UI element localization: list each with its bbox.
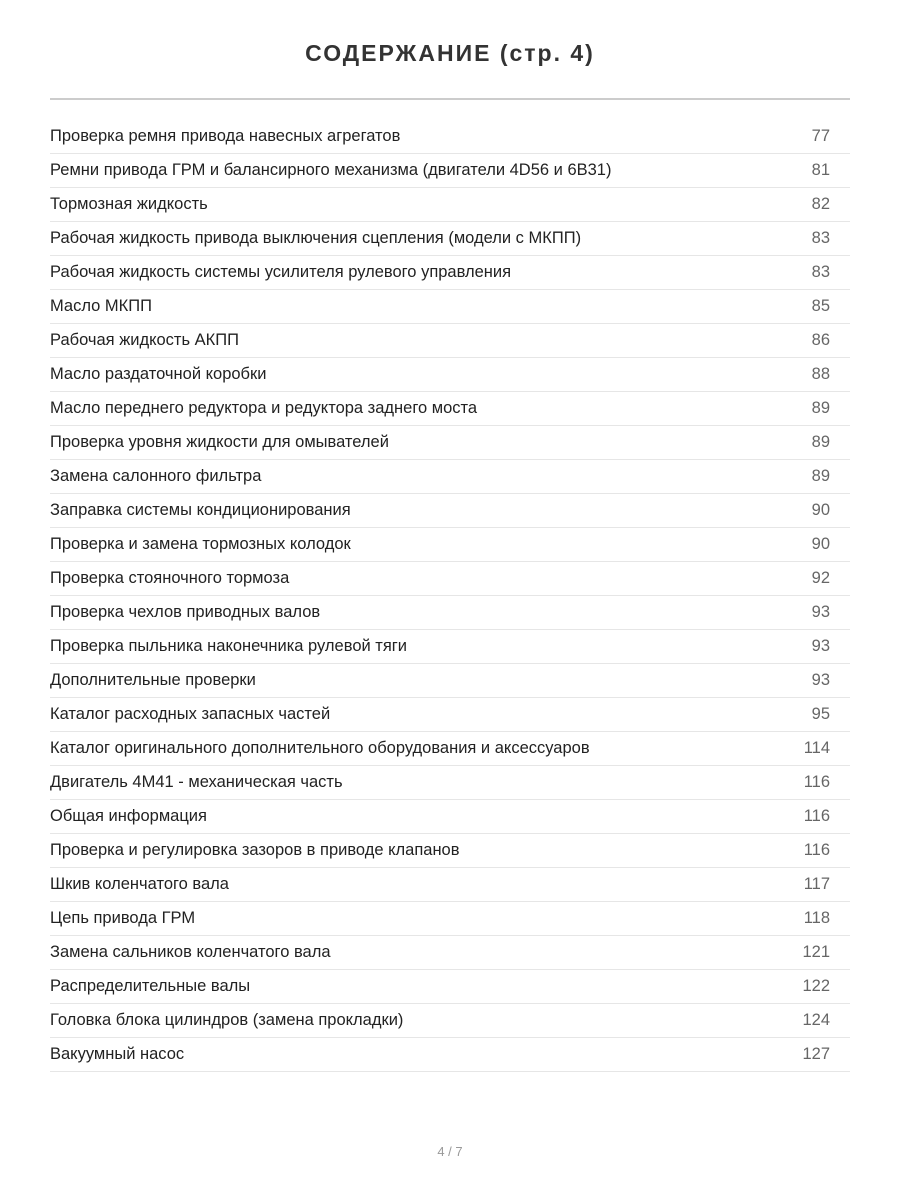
- toc-entry-title: Цепь привода ГРМ: [50, 909, 196, 927]
- toc-entry[interactable]: Рабочая жидкость системы усилителя рулев…: [50, 256, 850, 290]
- toc-entry[interactable]: Проверка уровня жидкости для омывателей 8…: [50, 426, 850, 460]
- toc-entry-title: Заправка системы кондиционирования: [50, 501, 351, 519]
- toc-entry[interactable]: Проверка и замена тормозных колодок 90: [50, 528, 850, 562]
- title-divider: [50, 98, 850, 100]
- toc-entry[interactable]: Проверка стояночного тормоза 92: [50, 562, 850, 596]
- toc-entry[interactable]: Проверка и регулировка зазоров в приводе…: [50, 834, 850, 868]
- toc-entry-page: 127: [802, 1045, 830, 1063]
- toc-entry[interactable]: Масло переднего редуктора и редуктора за…: [50, 392, 850, 426]
- toc-entry-page: 93: [811, 637, 830, 655]
- toc-entry[interactable]: Проверка пыльника наконечника рулевой тя…: [50, 630, 850, 664]
- toc-entry-title: Рабочая жидкость привода выключения сцеп…: [50, 229, 582, 247]
- toc-entry-page: 93: [811, 603, 830, 621]
- toc-entry-page: 88: [811, 365, 830, 383]
- toc-entry-page: 117: [803, 875, 830, 893]
- toc-entry-title: Проверка уровня жидкости для омывателей: [50, 433, 389, 451]
- toc-entry-title: Общая информация: [50, 807, 207, 825]
- toc-entry[interactable]: Шкив коленчатого вала 117: [50, 868, 850, 902]
- toc-entry-page: 81: [811, 161, 830, 179]
- toc-entry-title: Проверка и замена тормозных колодок: [50, 535, 351, 553]
- toc-entry-title: Ремни привода ГРМ и балансирного механиз…: [50, 161, 612, 179]
- toc-entry[interactable]: Масло раздаточной коробки 88: [50, 358, 850, 392]
- toc-entry[interactable]: Вакуумный насос 127: [50, 1038, 850, 1072]
- toc-entry[interactable]: Двигатель 4M41 - механическая часть 116: [50, 766, 850, 800]
- toc-entry-page: 89: [811, 399, 830, 417]
- toc-entry-title: Двигатель 4M41 - механическая часть: [50, 773, 343, 791]
- toc-entry-page: 86: [811, 331, 830, 349]
- toc-entry[interactable]: Тормозная жидкость 82: [50, 188, 850, 222]
- toc-entry[interactable]: Дополнительные проверки 93: [50, 664, 850, 698]
- toc-entry-title: Дополнительные проверки: [50, 671, 256, 689]
- toc-entry-title: Проверка чехлов приводных валов: [50, 603, 321, 621]
- toc-entry[interactable]: Рабочая жидкость АКПП 86: [50, 324, 850, 358]
- toc-entry-title: Рабочая жидкость системы усилителя рулев…: [50, 263, 512, 281]
- toc-entry-title: Распределительные валы: [50, 977, 251, 995]
- toc-entry-page: 116: [803, 841, 830, 859]
- toc-entry-page: 116: [803, 807, 830, 825]
- toc-entry-title: Замена сальников коленчатого вала: [50, 943, 331, 961]
- toc-entry-page: 83: [811, 263, 830, 281]
- toc-entry-title: Масло МКПП: [50, 297, 153, 315]
- page-title: СОДЕРЖАНИЕ (стр. 4): [305, 40, 595, 66]
- toc-entry-page: 82: [811, 195, 830, 213]
- toc-entry-title: Проверка ремня привода навесных агрегато…: [50, 127, 401, 145]
- toc-entry[interactable]: Распределительные валы 122: [50, 970, 850, 1004]
- table-of-contents: Проверка ремня привода навесных агрегато…: [50, 120, 850, 1072]
- toc-entry-title: Масло переднего редуктора и редуктора за…: [50, 399, 478, 417]
- toc-entry-page: 90: [811, 535, 830, 553]
- toc-entry-title: Шкив коленчатого вала: [50, 875, 229, 893]
- toc-entry-page: 90: [811, 501, 830, 519]
- toc-entry-page: 85: [811, 297, 830, 315]
- toc-entry-page: 95: [811, 705, 830, 723]
- toc-entry[interactable]: Замена сальников коленчатого вала 121: [50, 936, 850, 970]
- toc-entry[interactable]: Масло МКПП 85: [50, 290, 850, 324]
- toc-entry[interactable]: Проверка ремня привода навесных агрегато…: [50, 120, 850, 154]
- toc-entry-page: 116: [803, 773, 830, 791]
- toc-entry-title: Тормозная жидкость: [50, 195, 208, 213]
- toc-entry-page: 114: [803, 739, 830, 757]
- toc-entry[interactable]: Рабочая жидкость привода выключения сцеп…: [50, 222, 850, 256]
- toc-entry[interactable]: Ремни привода ГРМ и балансирного механиз…: [50, 154, 850, 188]
- toc-entry-title: Замена салонного фильтра: [50, 467, 262, 485]
- toc-entry-page: 118: [803, 909, 830, 927]
- toc-entry-page: 121: [802, 943, 830, 961]
- toc-entry[interactable]: Замена салонного фильтра 89: [50, 460, 850, 494]
- toc-entry-title: Проверка стояночного тормоза: [50, 569, 290, 587]
- toc-entry[interactable]: Проверка чехлов приводных валов 93: [50, 596, 850, 630]
- toc-entry-title: Проверка и регулировка зазоров в приводе…: [50, 841, 460, 859]
- toc-entry-title: Каталог расходных запасных частей: [50, 705, 331, 723]
- toc-entry-page: 124: [802, 1011, 830, 1029]
- toc-entry[interactable]: Заправка системы кондиционирования 90: [50, 494, 850, 528]
- toc-entry-title: Проверка пыльника наконечника рулевой тя…: [50, 637, 408, 655]
- toc-entry-title: Рабочая жидкость АКПП: [50, 331, 239, 349]
- toc-entry-page: 77: [811, 127, 830, 145]
- toc-entry-page: 83: [811, 229, 830, 247]
- toc-entry-page: 122: [802, 977, 830, 995]
- toc-entry[interactable]: Общая информация 116: [50, 800, 850, 834]
- toc-entry-title: Головка блока цилиндров (замена прокладк…: [50, 1011, 404, 1029]
- toc-entry-page: 93: [811, 671, 830, 689]
- toc-entry-title: Масло раздаточной коробки: [50, 365, 267, 383]
- page-indicator: 4 / 7: [437, 1144, 463, 1159]
- toc-entry-page: 89: [811, 433, 830, 451]
- toc-entry-title: Каталог оригинального дополнительного об…: [50, 739, 590, 757]
- toc-entry[interactable]: Головка блока цилиндров (замена прокладк…: [50, 1004, 850, 1038]
- toc-entry[interactable]: Цепь привода ГРМ 118: [50, 902, 850, 936]
- toc-entry[interactable]: Каталог расходных запасных частей 95: [50, 698, 850, 732]
- toc-entry-title: Вакуумный насос: [50, 1045, 185, 1063]
- toc-entry-page: 92: [811, 569, 830, 587]
- toc-entry-page: 89: [811, 467, 830, 485]
- toc-entry[interactable]: Каталог оригинального дополнительного об…: [50, 732, 850, 766]
